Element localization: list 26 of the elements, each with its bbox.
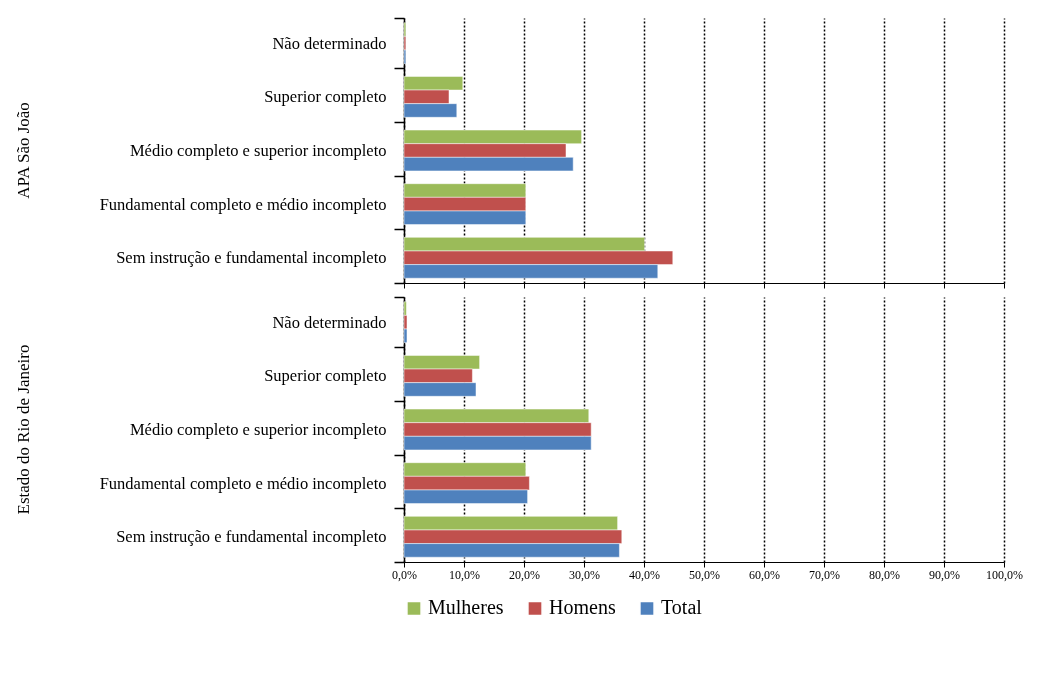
x-tick-label: 10,0% (449, 567, 480, 582)
legend-label: Homens (549, 596, 616, 619)
y-tick-label: Médio completo e superior incompleto (129, 420, 387, 439)
x-tick-label: 80,0% (869, 567, 900, 582)
x-tick-label: 70,0% (809, 567, 840, 582)
legend-label: Mulheres (428, 596, 504, 619)
y-tick-label: Fundamental completo e médio incompleto (99, 473, 387, 493)
y-tick-label: Sem instrução e fundamental incompleto (116, 248, 387, 268)
y-tick-label: Não determinado (272, 33, 387, 53)
x-tick-label: 0,0% (392, 567, 417, 582)
y-tick-label: Não determinado (272, 312, 387, 332)
x-tick-label: 90,0% (929, 567, 960, 582)
y-tick-label: Superior completo (264, 87, 387, 107)
y-axis-title: Estado do Rio de Janeiro (13, 344, 33, 515)
x-tick-label: 100,0% (986, 567, 1023, 582)
y-tick-label: Fundamental completo e médio incompleto (99, 194, 387, 214)
y-axis-title: APA São João (13, 102, 33, 199)
y-tick-label: Superior completo (264, 366, 387, 386)
x-tick-label: 30,0% (569, 567, 600, 582)
legend-label: Total (661, 596, 703, 619)
x-tick-label: 20,0% (509, 567, 540, 582)
x-tick-label: 50,0% (689, 567, 720, 582)
x-tick-label: 60,0% (749, 567, 780, 582)
y-tick-label: Sem instrução e fundamental incompleto (116, 527, 387, 547)
x-tick-label: 40,0% (629, 567, 660, 582)
y-tick-label: Médio completo e superior incompleto (129, 141, 387, 160)
